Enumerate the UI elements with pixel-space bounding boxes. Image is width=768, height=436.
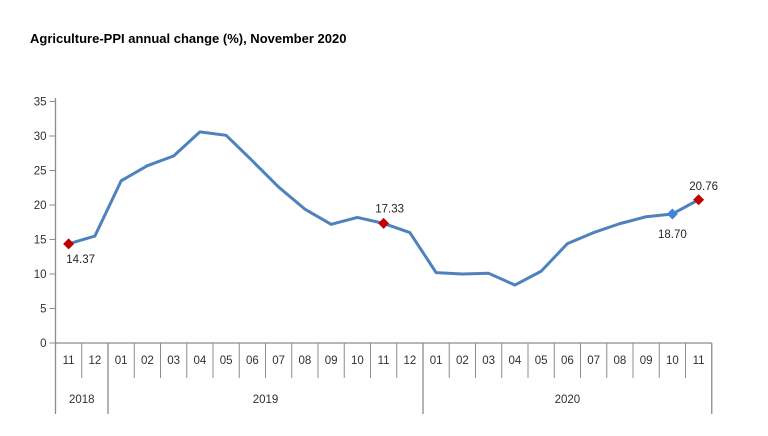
month-tick-label: 02 bbox=[456, 355, 469, 367]
month-tick-label: 05 bbox=[220, 355, 233, 367]
month-tick-label: 04 bbox=[193, 355, 206, 367]
red-diamond-marker bbox=[378, 217, 390, 229]
month-tick-label: 09 bbox=[640, 355, 653, 367]
month-tick-label: 12 bbox=[403, 355, 416, 367]
data-point-label: 17.33 bbox=[375, 203, 404, 215]
month-tick-label: 12 bbox=[88, 355, 101, 367]
month-tick-label: 01 bbox=[115, 355, 128, 367]
month-tick-label: 11 bbox=[378, 355, 390, 367]
y-tick-label: 30 bbox=[34, 131, 47, 143]
y-tick-label: 10 bbox=[34, 269, 47, 281]
year-label: 2020 bbox=[555, 394, 581, 406]
data-point-label: 14.37 bbox=[66, 254, 95, 266]
month-tick-label: 02 bbox=[141, 355, 154, 367]
month-tick-label: 05 bbox=[535, 355, 548, 367]
month-tick-label: 11 bbox=[63, 355, 75, 367]
data-point-label: 18.70 bbox=[658, 229, 687, 241]
chart-title: Agriculture-PPI annual change (%), Novem… bbox=[30, 31, 347, 46]
year-label: 2018 bbox=[69, 394, 95, 406]
month-tick-label: 06 bbox=[246, 355, 259, 367]
month-tick-label: 10 bbox=[666, 355, 679, 367]
y-tick-label: 25 bbox=[34, 166, 47, 178]
red-diamond-marker bbox=[693, 194, 705, 206]
y-tick-label: 5 bbox=[40, 304, 46, 316]
month-tick-label: 07 bbox=[587, 355, 600, 367]
month-tick-label: 01 bbox=[430, 355, 443, 367]
month-tick-label: 11 bbox=[693, 355, 705, 367]
y-tick-label: 0 bbox=[40, 338, 46, 350]
month-tick-label: 03 bbox=[482, 355, 495, 367]
month-tick-label: 03 bbox=[167, 355, 180, 367]
data-point-label: 20.76 bbox=[689, 181, 718, 193]
blue-diamond-marker bbox=[666, 208, 678, 220]
y-tick-label: 35 bbox=[34, 97, 47, 109]
month-tick-label: 07 bbox=[272, 355, 285, 367]
month-tick-label: 08 bbox=[298, 355, 311, 367]
month-tick-label: 04 bbox=[508, 355, 521, 367]
red-diamond-marker bbox=[63, 238, 75, 250]
month-tick-label: 08 bbox=[613, 355, 626, 367]
year-label: 2019 bbox=[253, 394, 279, 406]
month-tick-label: 10 bbox=[351, 355, 364, 367]
month-tick-label: 09 bbox=[325, 355, 338, 367]
y-tick-label: 15 bbox=[34, 235, 47, 247]
month-tick-label: 06 bbox=[561, 355, 574, 367]
y-tick-label: 20 bbox=[34, 200, 47, 212]
